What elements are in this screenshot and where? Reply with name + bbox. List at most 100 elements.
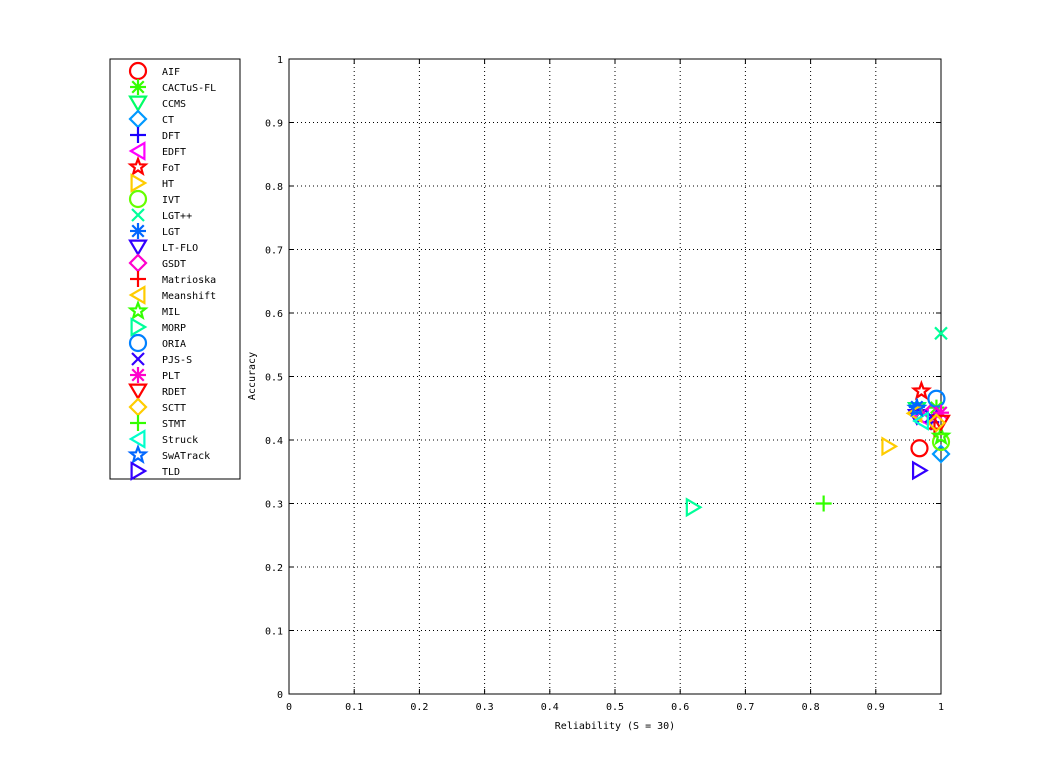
legend-item-dft: DFT <box>130 127 180 143</box>
y-tick-label: 0.8 <box>265 182 283 193</box>
y-tick-label: 0 <box>277 690 283 701</box>
legend-marker-struck <box>128 429 146 449</box>
legend-item-morp: MORP <box>130 317 186 337</box>
legend-label: TLD <box>162 467 180 478</box>
data-points <box>685 326 952 518</box>
y-tick-label: 0.3 <box>265 500 283 511</box>
legend-label: SwATrack <box>162 451 210 462</box>
legend-marker-ccms <box>128 95 148 113</box>
legend-marker-tld <box>130 461 148 481</box>
legend-item-cactus-fl: CACTuS-FL <box>130 79 216 95</box>
x-tick-label: 0.5 <box>606 702 624 713</box>
legend-item-ht: HT <box>130 173 174 193</box>
legend-item-rdet: RDET <box>128 383 186 401</box>
point-aif <box>910 439 929 458</box>
legend-marker-morp <box>130 317 148 337</box>
legend: AIF CACTuS-FL CCMS CT DFT EDFT FoT HT IVT LGT++ LG… <box>109 58 241 481</box>
legend-label: MIL <box>162 307 180 318</box>
legend-label: ORIA <box>162 339 186 350</box>
legend-marker-oria <box>128 333 148 353</box>
legend-marker-cactus-fl <box>130 79 146 95</box>
y-tick-label: 0.7 <box>265 246 283 257</box>
legend-item-swatrack: SwATrack <box>127 443 210 465</box>
x-tick-label: 0.3 <box>476 702 494 713</box>
legend-label: STMT <box>162 419 186 430</box>
legend-marker-lgt <box>131 208 145 222</box>
x-tick-label: 0.2 <box>410 702 428 713</box>
legend-marker-ivt <box>128 189 148 209</box>
y-tick-label: 0.9 <box>265 119 283 130</box>
point-tld <box>911 460 929 481</box>
y-tick-label: 0.1 <box>265 627 283 638</box>
x-tick-label: 0.7 <box>736 702 754 713</box>
legend-item-lt-flo: LT-FLO <box>128 239 198 257</box>
legend-item-ivt: IVT <box>128 189 180 209</box>
x-tick-label: 0.1 <box>345 702 363 713</box>
legend-label: LGT <box>162 227 180 238</box>
legend-items: AIF CACTuS-FL CCMS CT DFT EDFT FoT HT IVT LGT++ LG… <box>127 61 216 481</box>
legend-marker-ht <box>130 173 148 193</box>
legend-label: FoT <box>162 163 180 174</box>
y-tick-label: 0.6 <box>265 309 283 320</box>
y-tick-label: 0.5 <box>265 373 283 384</box>
point-sctt <box>926 413 946 433</box>
legend-label: CACTuS-FL <box>162 83 216 94</box>
legend-item-pjs-s: PJS-S <box>131 352 192 366</box>
x-axis-label: Reliability (S = 30) <box>555 721 675 732</box>
legend-item-lgt: LGT++ <box>131 208 192 222</box>
legend-label: CCMS <box>162 99 186 110</box>
legend-item-tld: TLD <box>130 461 180 481</box>
ticks: 0 0.1 0.2 0.3 0.4 0.5 0.6 0.7 0.8 0.9 1 0 0.1 0.2 0.3 0… <box>265 55 944 713</box>
legend-marker-edft <box>128 141 146 161</box>
legend-item-mil: MIL <box>127 299 180 321</box>
legend-item-fot: FoT <box>127 155 180 177</box>
x-tick-label: 0 <box>286 702 292 713</box>
legend-label: PJS-S <box>162 355 192 366</box>
legend-marker-lgt <box>130 223 146 239</box>
x-tick-label: 1 <box>938 702 944 713</box>
legend-item-oria: ORIA <box>128 333 186 353</box>
legend-marker-meanshift <box>128 285 146 305</box>
point-ivt <box>931 432 951 452</box>
legend-label: Matrioska <box>162 275 216 286</box>
legend-label: CT <box>162 115 174 126</box>
legend-marker-rdet <box>128 383 148 401</box>
legend-label: SCTT <box>162 403 186 414</box>
plot-area: 0 0.1 0.2 0.3 0.4 0.5 0.6 0.7 0.8 0.9 1 0 0.1 0.2 0.3 0… <box>265 55 952 713</box>
legend-marker-swatrack <box>127 443 149 465</box>
point-lgt <box>934 326 948 341</box>
legend-label: HT <box>162 179 174 190</box>
legend-item-struck: Struck <box>128 429 198 449</box>
legend-label: LT-FLO <box>162 243 198 254</box>
legend-item-edft: EDFT <box>128 141 186 161</box>
legend-marker-pjs-s <box>131 352 145 366</box>
x-tick-label: 0.9 <box>867 702 885 713</box>
legend-label: AIF <box>162 67 180 78</box>
legend-marker-fot <box>127 155 149 177</box>
y-axis-label: Accuracy <box>247 352 258 400</box>
point-fot <box>910 379 933 401</box>
legend-label: Meanshift <box>162 291 216 302</box>
x-tick-label: 0.4 <box>541 702 559 713</box>
legend-marker-matrioska <box>130 271 146 287</box>
legend-label: Struck <box>162 435 198 446</box>
legend-label: EDFT <box>162 147 186 158</box>
legend-label: MORP <box>162 323 186 334</box>
legend-label: GSDT <box>162 259 186 270</box>
point-ht <box>881 436 899 457</box>
legend-marker-stmt <box>130 415 146 431</box>
legend-marker-lt-flo <box>128 239 148 257</box>
legend-label: DFT <box>162 131 180 142</box>
legend-label: IVT <box>162 195 180 206</box>
y-tick-label: 1 <box>277 55 283 66</box>
x-tick-label: 0.8 <box>802 702 820 713</box>
point-swatrack <box>906 397 928 418</box>
point-stmt <box>815 495 832 512</box>
point-morp <box>685 497 703 518</box>
point-struck <box>912 411 929 431</box>
axes-box <box>288 58 942 695</box>
legend-marker-mil <box>127 299 149 321</box>
point-mil <box>930 425 952 446</box>
legend-item-plt: PLT <box>130 367 180 383</box>
